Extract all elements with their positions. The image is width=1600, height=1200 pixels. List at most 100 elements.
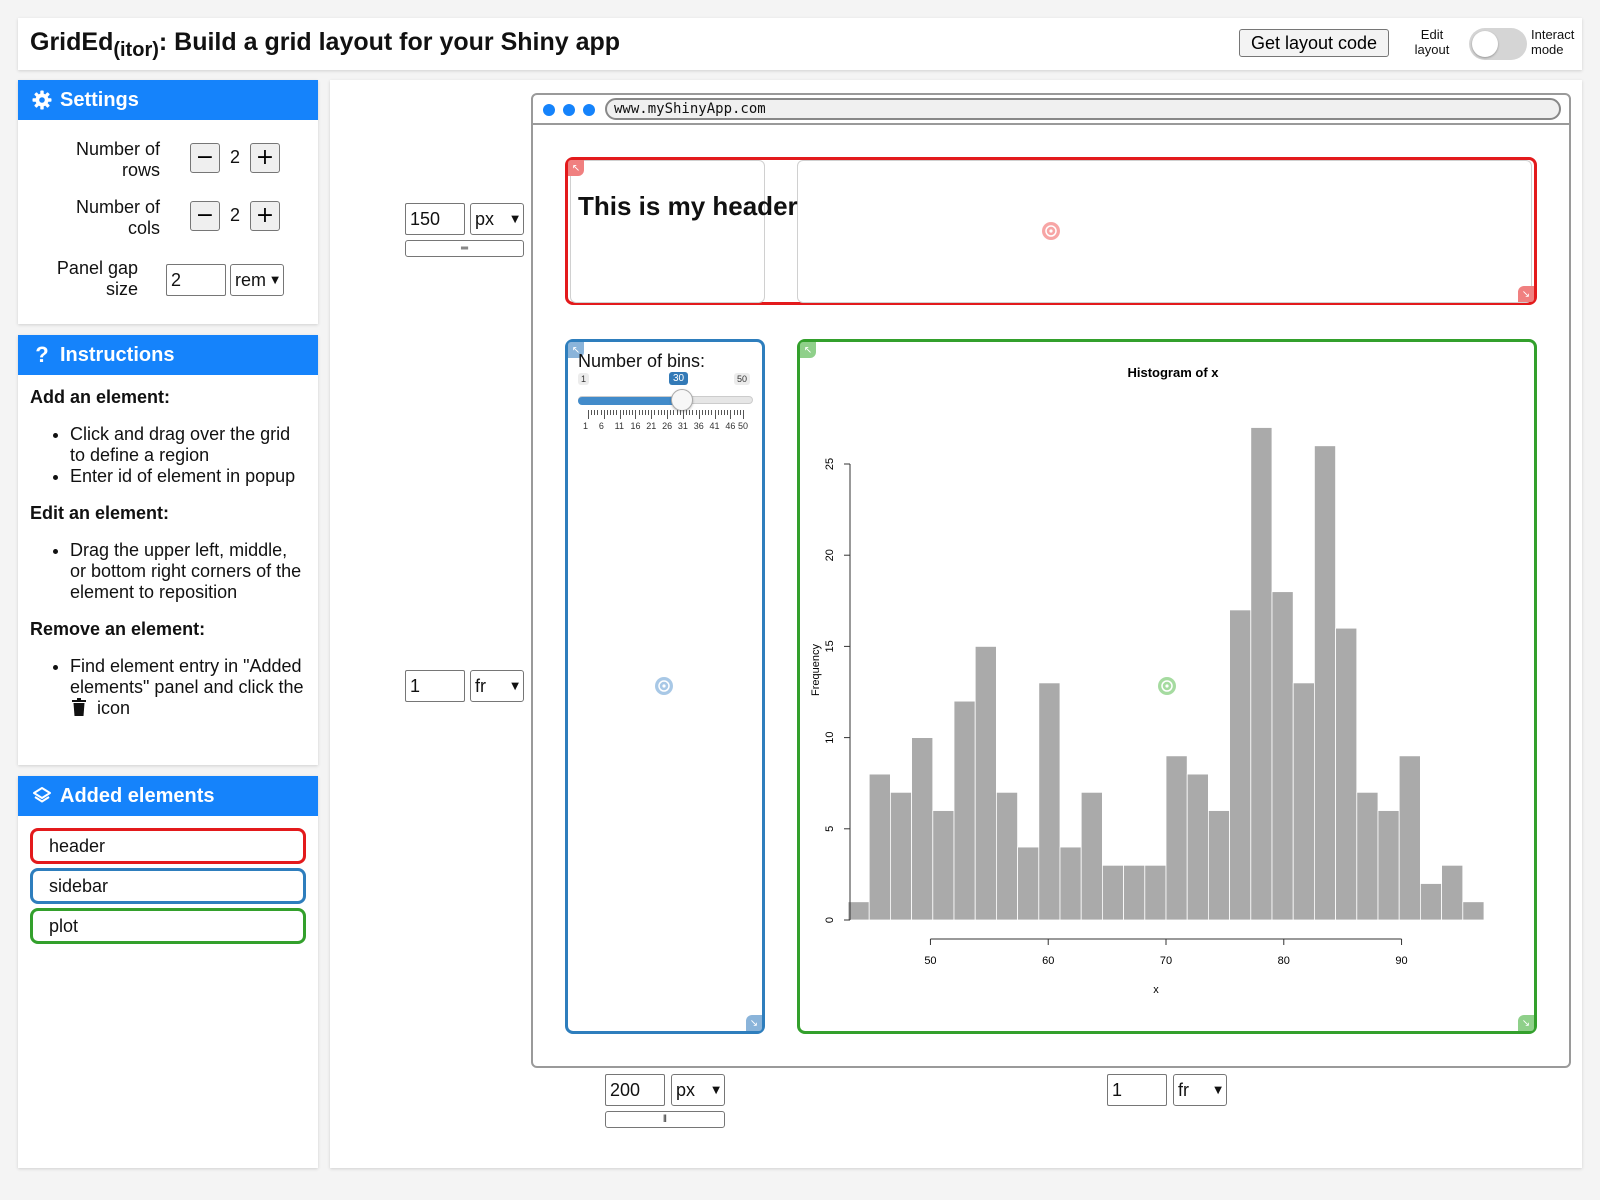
row1-resize-handle[interactable]: ═: [405, 240, 524, 257]
slider-value-badge: 30: [669, 372, 689, 385]
gap-setting: Panel gap size 2 rem ▼: [18, 256, 318, 300]
slider-tick-mark: [600, 410, 602, 415]
slider-handle[interactable]: [670, 389, 693, 411]
rows-increment-button[interactable]: +: [250, 143, 280, 173]
edit-layout-label: Edit layout: [1414, 27, 1450, 57]
edit-step-1: Drag the upper left, middle, or bottom r…: [70, 540, 306, 603]
histogram-bar: [868, 773, 891, 921]
histogram-bar: [1420, 883, 1443, 921]
histogram-bar: [1101, 864, 1124, 921]
col1-size-input[interactable]: 200: [605, 1074, 665, 1106]
added-item-plot[interactable]: plot: [30, 908, 306, 944]
slider-tick-label: 41: [709, 421, 720, 431]
window-dot-icon: [563, 104, 575, 116]
slider-tick-mark: [638, 410, 640, 415]
histogram-bar: [1059, 846, 1082, 921]
slider-tick-mark: [667, 410, 669, 419]
header-grid-cell: [570, 160, 765, 303]
slider-tick-mark: [641, 410, 643, 415]
histogram-bar: [974, 645, 997, 921]
histogram-bar: [953, 700, 976, 921]
col1-unit-select[interactable]: px ▼: [671, 1074, 725, 1106]
slider-tick-mark: [606, 410, 608, 415]
added-elements-title: Added elements: [60, 784, 215, 807]
histogram-bar: [932, 810, 955, 921]
cols-decrement-button[interactable]: −: [190, 201, 220, 231]
plot-resize-corner-icon[interactable]: ↘: [1518, 1015, 1534, 1031]
settings-card: Settings Number of rows − 2 + Number of …: [18, 80, 318, 324]
sidebar-drag-corner-icon[interactable]: ↖: [568, 342, 584, 358]
slider-tick-mark: [588, 410, 589, 419]
settings-header: Settings: [18, 80, 318, 120]
plot-drag-corner-icon[interactable]: ↖: [800, 342, 816, 358]
col2-size-input[interactable]: 1: [1107, 1074, 1167, 1106]
header-drag-corner-icon[interactable]: ↖: [568, 160, 584, 176]
col1-resize-handle[interactable]: ‖: [605, 1111, 725, 1128]
histogram-bar: [1250, 427, 1273, 921]
col2-unit-select[interactable]: fr ▼: [1173, 1074, 1227, 1106]
histogram-bar: [1398, 755, 1421, 921]
histogram-bar: [1144, 864, 1167, 921]
header-resize-corner-icon[interactable]: ↘: [1518, 286, 1534, 302]
plot-move-icon[interactable]: [1158, 677, 1176, 695]
histogram-bar: [1356, 791, 1379, 921]
slider-tick-mark: [739, 410, 741, 415]
y-tick-label: 0: [824, 917, 836, 923]
y-tick-label: 25: [824, 458, 836, 470]
histogram-bar: [1377, 810, 1400, 921]
slider-tick-mark: [616, 410, 618, 415]
gap-size-input[interactable]: 2: [166, 264, 226, 296]
interact-mode-label: Interact mode: [1531, 27, 1575, 57]
rows-decrement-button[interactable]: −: [190, 143, 220, 173]
get-layout-code-button[interactable]: Get layout code: [1239, 29, 1389, 57]
slider-tick-mark: [629, 410, 631, 415]
histogram-bar: [847, 901, 870, 921]
x-tick-label: 60: [1042, 955, 1054, 967]
slider-tick-mark: [698, 410, 700, 419]
question-icon: ?: [35, 342, 49, 367]
bins-slider-label: Number of bins:: [578, 351, 706, 371]
slider-tick-label: 26: [662, 421, 673, 431]
slider-tick-label: 6: [598, 421, 604, 431]
histogram-bar: [1186, 773, 1209, 921]
row1-unit-select[interactable]: px ▼: [470, 203, 524, 235]
slider-tick-mark: [711, 410, 713, 415]
header-move-icon[interactable]: [1042, 222, 1060, 240]
slider-tick-mark: [682, 410, 684, 419]
window-dot-icon: [543, 104, 555, 116]
slider-tick-mark: [619, 410, 621, 419]
slider-tick-mark: [670, 410, 672, 415]
remove-heading: Remove an element:: [30, 619, 206, 639]
slider-tick-mark: [714, 410, 716, 419]
slider-tick-mark: [686, 410, 688, 415]
y-tick-label: 10: [824, 731, 836, 743]
trash-icon: [72, 698, 86, 721]
cols-label: Number of cols: [75, 197, 160, 238]
slider-tick-mark: [603, 410, 605, 419]
added-item-sidebar[interactable]: sidebar: [30, 868, 306, 904]
histogram-bar: [1165, 755, 1188, 921]
slider-tick-mark: [644, 410, 646, 415]
cols-setting: Number of cols − 2 +: [18, 195, 318, 239]
added-item-header[interactable]: header: [30, 828, 306, 864]
histogram-bar: [890, 791, 913, 921]
url-bar: www.myShinyApp.com: [605, 98, 1561, 120]
slider-max-badge: 50: [734, 373, 751, 385]
row2-unit-select[interactable]: fr ▼: [470, 670, 524, 702]
x-axis-label: x: [1153, 984, 1159, 996]
slider-tick-mark: [660, 410, 662, 415]
sidebar-move-icon[interactable]: [655, 677, 673, 695]
added-elements-card: Added elements header sidebar plot: [18, 776, 318, 1168]
sidebar-resize-corner-icon[interactable]: ↘: [746, 1015, 762, 1031]
slider-tick-mark: [648, 410, 650, 415]
x-tick-label: 90: [1395, 955, 1407, 967]
row2-size-input[interactable]: 1: [405, 670, 465, 702]
slider-tick-mark: [701, 410, 703, 415]
slider-tick-mark: [724, 410, 726, 415]
row1-size-input[interactable]: 150: [405, 203, 465, 235]
cols-increment-button[interactable]: +: [250, 201, 280, 231]
mode-toggle[interactable]: [1469, 28, 1527, 60]
gap-unit-select[interactable]: rem ▼: [230, 264, 284, 296]
histogram-bar: [1017, 846, 1040, 921]
x-tick-label: 70: [1160, 955, 1172, 967]
